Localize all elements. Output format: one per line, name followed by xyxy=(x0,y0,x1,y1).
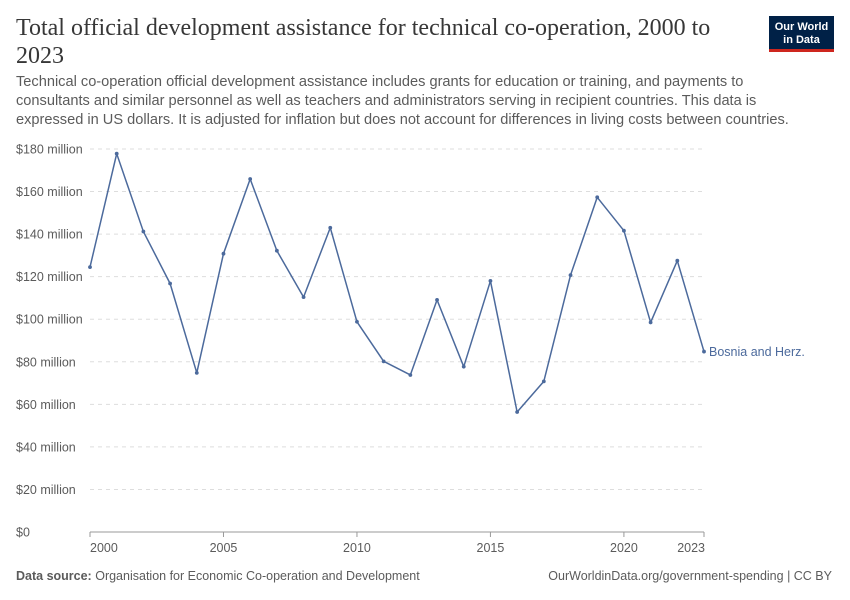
logo-line-1: Our World xyxy=(774,21,829,33)
data-point[interactable] xyxy=(194,370,199,375)
data-point[interactable] xyxy=(435,297,439,302)
series-label[interactable]: Bosnia and Herz. xyxy=(709,345,805,359)
owid-logo[interactable]: Our World in Data xyxy=(769,16,834,52)
y-axis-labels: $0 $20 million $40 million $60 million $80 m… xyxy=(16,143,83,540)
y-tick-label: $120 million xyxy=(16,270,83,284)
data-point[interactable] xyxy=(515,410,520,414)
data-point[interactable] xyxy=(355,319,359,324)
x-tick-label: 2023 xyxy=(677,541,705,555)
data-point[interactable] xyxy=(648,320,653,325)
x-tick-label: 2000 xyxy=(90,541,118,555)
data-point[interactable] xyxy=(114,151,119,156)
data-source-label: Data source: xyxy=(16,569,92,583)
logo-line-2: in Data xyxy=(783,33,820,46)
y-tick-label: $100 million xyxy=(16,313,83,327)
series-layer: Bosnia and Herz. xyxy=(88,151,805,414)
line-chart: $0 $20 million $40 million $60 million $80 m… xyxy=(16,143,805,556)
x-axis: 2000 2005 2010 2015 2020 2023 xyxy=(89,531,705,555)
x-tick-label: 2005 xyxy=(210,541,238,555)
data-point[interactable] xyxy=(702,349,706,354)
y-tick-label: $160 million xyxy=(16,185,83,199)
y-tick-label: $60 million xyxy=(16,398,76,412)
data-point[interactable] xyxy=(274,248,279,253)
x-tick-label: 2015 xyxy=(477,541,505,555)
y-tick-label: $140 million xyxy=(16,228,83,242)
chart-title: Total official development assistance fo… xyxy=(16,15,711,69)
data-point[interactable] xyxy=(88,265,92,269)
grid-layer xyxy=(90,148,704,490)
y-tick-label: $0 xyxy=(16,526,30,540)
chart-subtitle: Technical co-operation official developm… xyxy=(16,74,789,128)
data-source: Data source: Organisation for Economic C… xyxy=(16,569,420,583)
data-point[interactable] xyxy=(488,279,493,283)
data-point[interactable] xyxy=(141,229,146,234)
y-tick-label: $80 million xyxy=(16,355,76,369)
data-point[interactable] xyxy=(461,364,466,369)
data-point[interactable] xyxy=(221,251,226,256)
series-line[interactable] xyxy=(89,152,705,413)
data-point[interactable] xyxy=(168,281,172,286)
data-point[interactable] xyxy=(595,195,600,200)
footer-url[interactable]: OurWorldinData.org/government-spending |… xyxy=(548,569,832,583)
x-tick-label: 2010 xyxy=(343,541,371,555)
y-tick-label: $180 million xyxy=(16,143,83,157)
data-point[interactable] xyxy=(248,177,253,181)
data-point[interactable] xyxy=(541,379,546,384)
data-point[interactable] xyxy=(301,295,306,299)
y-tick-label: $40 million xyxy=(16,440,76,454)
x-tick-label: 2020 xyxy=(610,541,638,555)
data-point[interactable] xyxy=(675,258,680,263)
data-point[interactable] xyxy=(622,228,626,233)
data-point[interactable] xyxy=(408,373,413,377)
data-point[interactable] xyxy=(328,225,333,230)
y-tick-label: $20 million xyxy=(16,483,76,497)
data-source-text[interactable]: Organisation for Economic Co-operation a… xyxy=(95,569,420,583)
data-point[interactable] xyxy=(568,273,573,278)
data-point[interactable] xyxy=(381,359,386,364)
